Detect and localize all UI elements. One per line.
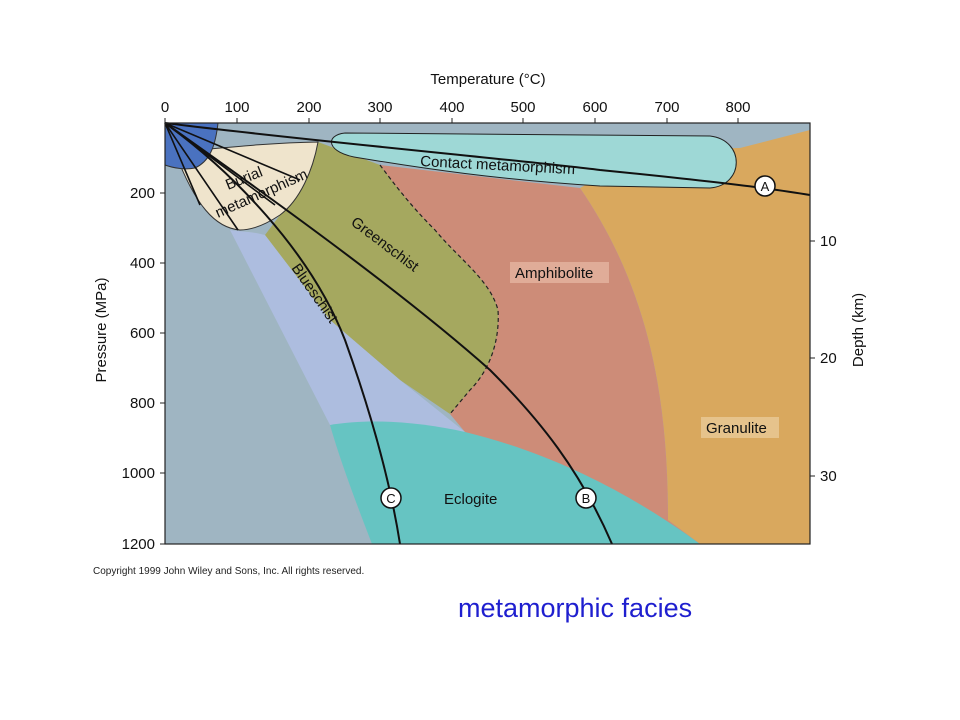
path-marker-c: C xyxy=(380,487,402,509)
svg-text:C: C xyxy=(386,491,395,506)
y-left-tick-label: 800 xyxy=(130,395,155,412)
y-left-tick-label: 1200 xyxy=(122,536,155,553)
granulite-label: Granulite xyxy=(706,420,767,437)
y-axis-right-title: Depth (km) xyxy=(850,293,867,367)
x-tick-label: 300 xyxy=(367,99,392,116)
geotherm-c xyxy=(164,122,401,545)
geotherm-a xyxy=(164,122,811,196)
y-right-tick-label: 30 xyxy=(820,468,837,485)
x-tick-label: 700 xyxy=(654,99,679,116)
y-right-tick-label: 10 xyxy=(820,233,837,250)
greenschist-field xyxy=(265,142,499,414)
svg-text:B: B xyxy=(582,491,591,506)
path-marker-a: A xyxy=(754,175,776,197)
amphibolite-label: Amphibolite xyxy=(515,265,593,282)
amphibolite-label-box xyxy=(510,262,609,283)
y-axis-left-ticks xyxy=(160,192,165,545)
slide-caption: metamorphic facies xyxy=(458,593,693,623)
y-left-tick-label: 200 xyxy=(130,185,155,202)
x-tick-label: 0 xyxy=(161,99,169,116)
x-tick-label: 200 xyxy=(296,99,321,116)
greenschist-amphibolite-boundary xyxy=(379,164,499,415)
y-left-tick-label: 1000 xyxy=(122,465,155,482)
copyright-notice: Copyright 1999 John Wiley and Sons, Inc.… xyxy=(93,566,365,577)
x-tick-label: 400 xyxy=(439,99,464,116)
x-tick-label: 800 xyxy=(725,99,750,116)
path-marker-b: B xyxy=(575,487,597,509)
x-tick-label: 100 xyxy=(224,99,249,116)
amphibolite-field xyxy=(380,165,700,544)
x-axis-title: Temperature (°C) xyxy=(430,71,545,88)
y-right-tick-label: 20 xyxy=(820,350,837,367)
eclogite-label: Eclogite xyxy=(444,491,497,508)
y-axis-left-title: Pressure (MPa) xyxy=(93,277,110,382)
x-tick-label: 600 xyxy=(582,99,607,116)
y-left-tick-label: 400 xyxy=(130,255,155,272)
blueschist-field xyxy=(230,230,465,432)
granulite-label-box xyxy=(701,417,779,438)
x-tick-label: 500 xyxy=(510,99,535,116)
x-axis-ticks xyxy=(164,118,739,123)
geotherm-b xyxy=(164,122,613,545)
svg-text:A: A xyxy=(761,179,770,194)
y-left-tick-label: 600 xyxy=(130,325,155,342)
y-axis-right-ticks xyxy=(810,240,815,477)
granulite-field xyxy=(580,130,810,544)
eclogite-field xyxy=(330,421,700,544)
